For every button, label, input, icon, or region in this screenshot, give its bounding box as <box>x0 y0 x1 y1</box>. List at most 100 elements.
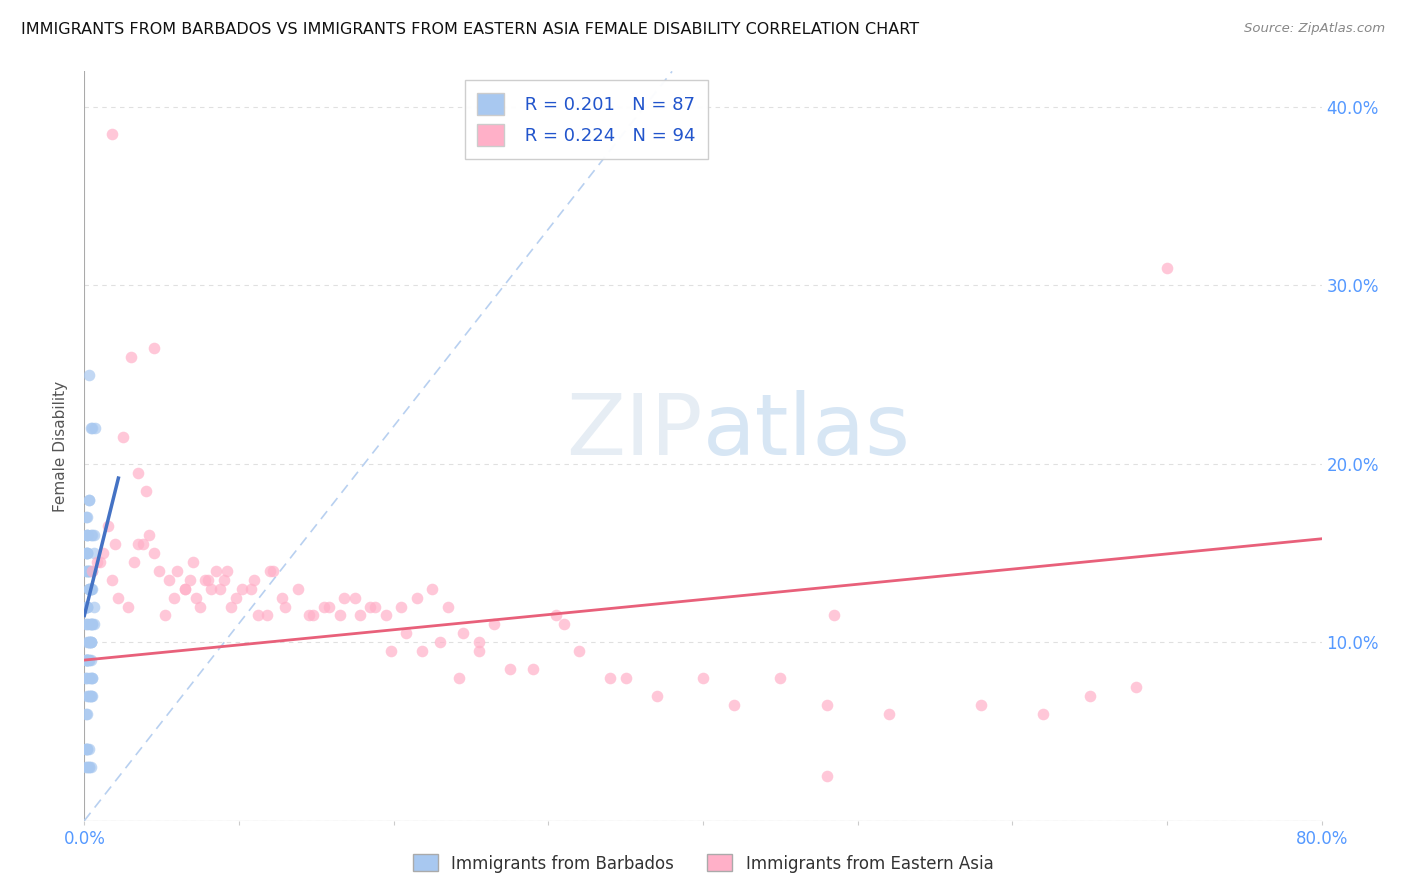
Point <box>77 760 100 774</box>
Point <box>76 564 98 578</box>
Point <box>645 689 668 703</box>
Point <box>1078 689 1101 703</box>
Point <box>815 698 838 712</box>
Point <box>82 582 104 596</box>
Point <box>79 582 101 596</box>
Point <box>692 671 714 685</box>
Text: ZIP: ZIP <box>567 390 703 473</box>
Point <box>389 599 413 614</box>
Point <box>188 599 211 614</box>
Point <box>77 582 100 596</box>
Point <box>75 546 97 560</box>
Legend: Immigrants from Barbados, Immigrants from Eastern Asia: Immigrants from Barbados, Immigrants fro… <box>406 847 1000 880</box>
Point <box>79 582 101 596</box>
Point <box>76 528 98 542</box>
Point <box>76 653 98 667</box>
Point <box>1156 260 1178 275</box>
Point <box>374 608 398 623</box>
Point <box>411 644 433 658</box>
Point <box>599 671 621 685</box>
Point <box>86 555 108 569</box>
Point <box>75 564 97 578</box>
Point <box>568 644 591 658</box>
Point <box>96 519 118 533</box>
Point <box>101 127 124 141</box>
Point <box>349 608 371 623</box>
Point <box>122 555 145 569</box>
Point <box>467 644 491 658</box>
Point <box>83 617 105 632</box>
Point <box>75 510 97 524</box>
Point <box>79 653 101 667</box>
Point <box>77 760 100 774</box>
Point <box>82 671 104 685</box>
Point <box>77 635 100 649</box>
Point <box>219 599 242 614</box>
Point <box>76 760 98 774</box>
Point <box>209 582 232 596</box>
Point <box>405 591 427 605</box>
Point <box>328 608 352 623</box>
Point <box>79 635 101 649</box>
Point <box>259 564 281 578</box>
Point <box>262 564 284 578</box>
Point <box>823 608 845 623</box>
Point <box>79 760 101 774</box>
Point <box>135 483 157 498</box>
Point <box>76 546 98 560</box>
Point <box>117 599 139 614</box>
Point <box>225 591 247 605</box>
Point <box>815 769 838 783</box>
Point <box>467 635 491 649</box>
Point <box>89 555 111 569</box>
Point <box>484 617 506 632</box>
Point <box>76 599 98 614</box>
Point <box>364 599 387 614</box>
Point <box>179 573 201 587</box>
Point <box>91 546 114 560</box>
Point <box>205 564 228 578</box>
Point <box>447 671 470 685</box>
Point <box>79 582 101 596</box>
Point <box>83 546 105 560</box>
Point <box>240 582 263 596</box>
Point <box>212 573 235 587</box>
Point <box>75 742 97 756</box>
Point <box>82 528 104 542</box>
Point <box>422 582 444 596</box>
Point <box>194 573 217 587</box>
Point <box>82 564 104 578</box>
Point <box>75 617 97 632</box>
Point <box>138 528 160 542</box>
Point <box>76 635 98 649</box>
Point <box>83 599 105 614</box>
Point <box>75 599 97 614</box>
Point <box>231 582 253 596</box>
Point <box>174 582 197 596</box>
Point <box>77 742 100 756</box>
Point <box>166 564 188 578</box>
Point <box>76 510 98 524</box>
Point <box>318 599 340 614</box>
Point <box>271 591 294 605</box>
Point <box>163 591 186 605</box>
Point <box>297 608 319 623</box>
Point <box>76 599 98 614</box>
Point <box>77 582 100 596</box>
Point <box>243 573 266 587</box>
Point <box>76 706 98 721</box>
Point <box>148 564 170 578</box>
Point <box>1125 680 1147 694</box>
Point <box>200 582 222 596</box>
Point <box>302 608 325 623</box>
Point <box>79 635 101 649</box>
Point <box>77 564 100 578</box>
Point <box>970 698 993 712</box>
Point <box>120 350 142 364</box>
Point <box>360 599 382 614</box>
Point <box>79 689 101 703</box>
Point <box>256 608 278 623</box>
Y-axis label: Female Disability: Female Disability <box>53 380 69 512</box>
Point <box>184 591 207 605</box>
Point <box>76 742 98 756</box>
